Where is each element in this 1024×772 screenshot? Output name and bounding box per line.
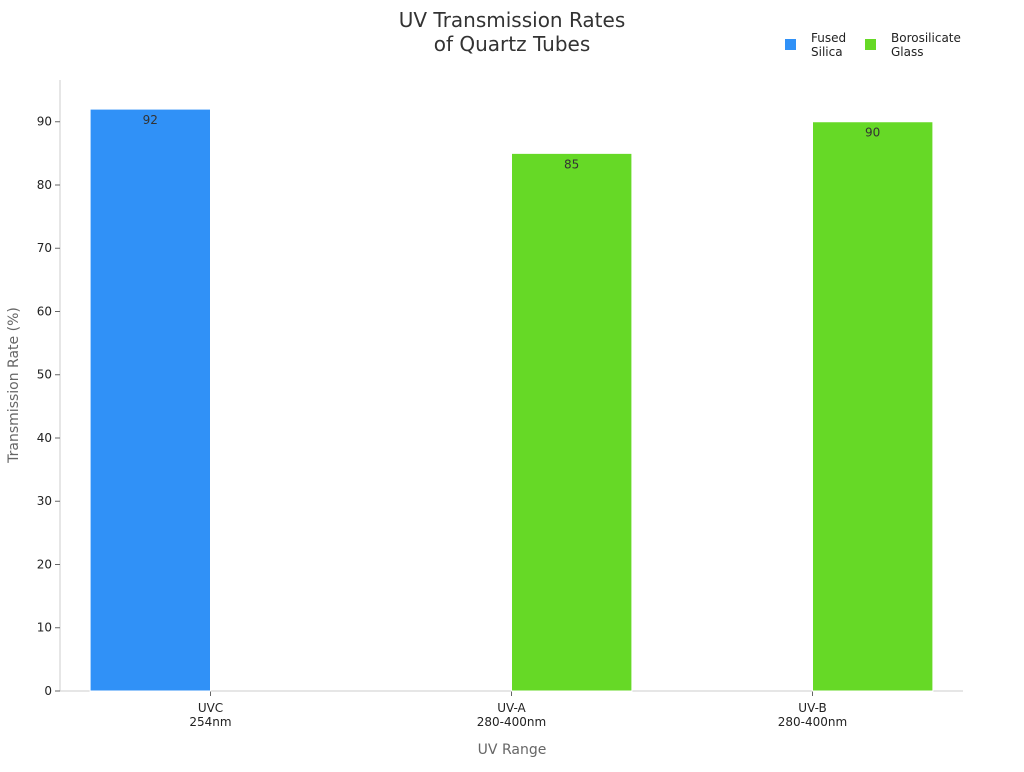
y-tick-label: 10 xyxy=(37,620,52,634)
y-tick-label: 70 xyxy=(37,241,52,255)
legend-label: Fused Silica xyxy=(811,30,846,58)
y-tick-label: 80 xyxy=(37,177,52,191)
x-tick-label: UV-B 280-400nm xyxy=(778,700,847,728)
chart-title: UV Transmission Rates of Quartz Tubes xyxy=(399,8,626,56)
data-label: 90 xyxy=(865,125,880,139)
y-tick-label: 0 xyxy=(44,684,52,698)
y-tick-label: 30 xyxy=(37,494,52,508)
y-tick-label: 60 xyxy=(37,304,52,318)
bar xyxy=(812,121,934,692)
legend-label: Borosilicate Glass xyxy=(891,30,961,58)
data-label: 92 xyxy=(143,113,158,127)
bar xyxy=(89,108,211,692)
y-tick-label: 90 xyxy=(37,114,52,128)
y-tick-label: 20 xyxy=(37,557,52,571)
bar xyxy=(511,152,633,692)
x-tick-label: UV-A 280-400nm xyxy=(477,700,546,728)
data-label: 85 xyxy=(564,157,579,171)
y-tick-label: 50 xyxy=(37,367,52,381)
x-axis-title: UV Range xyxy=(478,742,547,758)
x-tick-label: UVC 254nm xyxy=(189,700,231,728)
y-axis-title: Transmission Rate (%) xyxy=(6,307,22,464)
y-tick-label: 40 xyxy=(37,430,52,444)
legend-swatch xyxy=(865,39,876,50)
legend-swatch xyxy=(785,39,796,50)
